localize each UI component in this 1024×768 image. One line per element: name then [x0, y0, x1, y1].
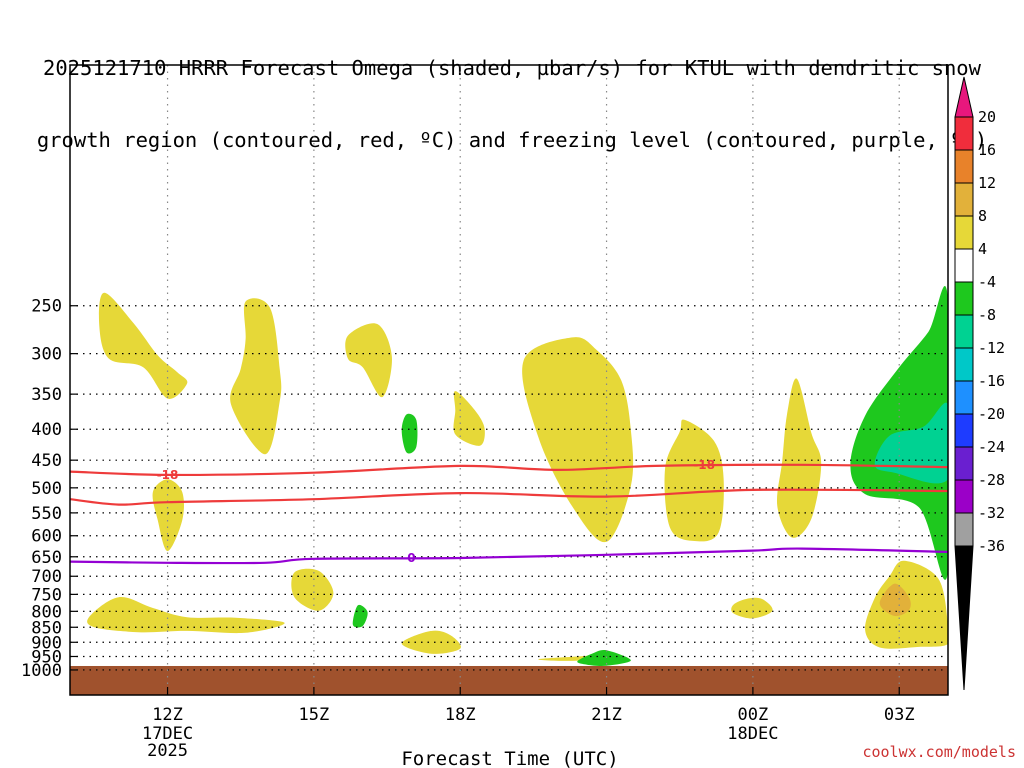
colorbar-swatch-11 — [954, 479, 974, 514]
y-tick-label-650: 650 — [31, 548, 62, 568]
grid-lines — [70, 65, 948, 695]
chart-title-line2: growth region (contoured, red, ºC) and f… — [36, 128, 988, 152]
y-tick-label-450: 450 — [31, 451, 62, 471]
chart-title: 2025121710 HRRR Forecast Omega (shaded, … — [0, 8, 1024, 176]
colorbar-swatch-6 — [954, 314, 974, 349]
omega-region-17 — [731, 597, 773, 619]
colorbar-label-7: -12 — [978, 339, 1005, 357]
colorbar-label-11: -28 — [978, 471, 1005, 489]
omega-region-4 — [453, 391, 485, 446]
colorbar-swatch-10 — [954, 446, 974, 481]
colorbar-swatch-0 — [954, 116, 974, 151]
contour-lines — [69, 463, 949, 565]
omega-region-2 — [345, 323, 392, 398]
omega-shaded-regions — [87, 286, 948, 666]
y-tick-label-850: 850 — [31, 618, 62, 638]
x-tick-sublabel-12Z: 17DEC — [142, 724, 193, 744]
colorbar-label-8: -16 — [978, 372, 1005, 390]
omega-region-12 — [87, 597, 285, 634]
colorbar-top-arrow — [954, 76, 974, 118]
axes: 2503003504004505005506006507007508008509… — [21, 64, 949, 761]
contour-dgz_upper — [69, 463, 949, 477]
omega-region-11 — [291, 568, 334, 611]
y-tick-label-300: 300 — [31, 345, 62, 365]
omega-region-16 — [577, 650, 631, 666]
chart-title-line1: 2025121710 HRRR Forecast Omega (shaded, … — [43, 56, 981, 80]
colorbar-swatch-8 — [954, 380, 974, 415]
contour-label-0: -18 — [157, 468, 179, 482]
colorbar-label-10: -24 — [978, 438, 1005, 456]
y-tick-label-700: 700 — [31, 567, 62, 587]
colorbar-swatch-2 — [954, 182, 974, 217]
credit-text: coolwx.com/models — [862, 743, 1016, 761]
omega-region-13 — [352, 604, 368, 628]
contour-dgz_lower — [69, 488, 949, 506]
colorbar-label-5: -4 — [978, 273, 996, 291]
colorbar-swatch-7 — [954, 347, 974, 382]
omega-region-7 — [664, 419, 724, 542]
y-tick-label-900: 900 — [31, 633, 62, 653]
omega-region-19 — [879, 583, 911, 617]
y-tick-label-400: 400 — [31, 420, 62, 440]
x-tick-label-21Z: 21Z — [591, 705, 622, 725]
y-tick-label-800: 800 — [31, 602, 62, 622]
x-axis-label: Forecast Time (UTC) — [401, 748, 618, 768]
omega-region-5 — [522, 337, 634, 543]
x-tick-label-00Z: 00Z — [738, 705, 769, 725]
colorbar-swatch-9 — [954, 413, 974, 448]
omega-region-3 — [401, 413, 418, 454]
y-tick-label-500: 500 — [31, 479, 62, 499]
y-tick-label-350: 350 — [31, 385, 62, 405]
omega-region-6 — [152, 479, 184, 552]
colorbar-swatch-4 — [954, 248, 974, 283]
colorbar-label-3: 8 — [978, 207, 987, 225]
colorbar-label-2: 12 — [978, 174, 996, 192]
colorbar-label-6: -8 — [978, 306, 996, 324]
x-tick-label-15Z: 15Z — [299, 705, 330, 725]
colorbar-label-0: 20 — [978, 108, 996, 126]
omega-region-8 — [776, 378, 822, 538]
omega-region-1 — [230, 298, 282, 455]
omega-region-0 — [98, 292, 188, 399]
x-tick-label-03Z: 03Z — [884, 705, 915, 725]
colorbar-swatch-5 — [954, 281, 974, 316]
contour-freezing_level — [69, 547, 949, 565]
colorbar-label-13: -36 — [978, 537, 1005, 555]
x-tick-year-12Z: 2025 — [147, 741, 188, 761]
plot-frame — [69, 64, 949, 696]
contour-label-1: -18 — [693, 458, 715, 472]
x-tick-label-12Z: 12Z — [152, 705, 183, 725]
y-tick-label-750: 750 — [31, 585, 62, 605]
ground-fill — [70, 665, 948, 695]
y-tick-label-950: 950 — [31, 647, 62, 667]
y-tick-label-250: 250 — [31, 297, 62, 317]
colorbar-swatch-3 — [954, 215, 974, 250]
omega-region-10 — [874, 402, 948, 484]
colorbar-bottom-arrow — [954, 545, 974, 691]
colorbar-label-12: -32 — [978, 504, 1005, 522]
y-tick-label-1000: 1000 — [21, 661, 62, 681]
colorbar-swatch-12 — [954, 512, 974, 547]
x-tick-sublabel-00Z: 18DEC — [727, 724, 778, 744]
colorbar: 20 16 12 8 4 -4 -8 -12 -16 -20 -24 -28 -32 -36 — [954, 76, 1005, 691]
contour-label-2: 0 — [407, 551, 415, 565]
colorbar-label-4: 4 — [978, 240, 987, 258]
colorbar-label-1: 16 — [978, 141, 996, 159]
colorbar-swatch-1 — [954, 149, 974, 184]
omega-region-14 — [401, 630, 461, 654]
y-tick-label-600: 600 — [31, 527, 62, 547]
x-tick-label-18Z: 18Z — [445, 705, 476, 725]
colorbar-label-9: -20 — [978, 405, 1005, 423]
contour-labels: -18 -18 0 — [157, 458, 715, 565]
ground-layer — [70, 665, 948, 695]
y-tick-label-550: 550 — [31, 504, 62, 524]
